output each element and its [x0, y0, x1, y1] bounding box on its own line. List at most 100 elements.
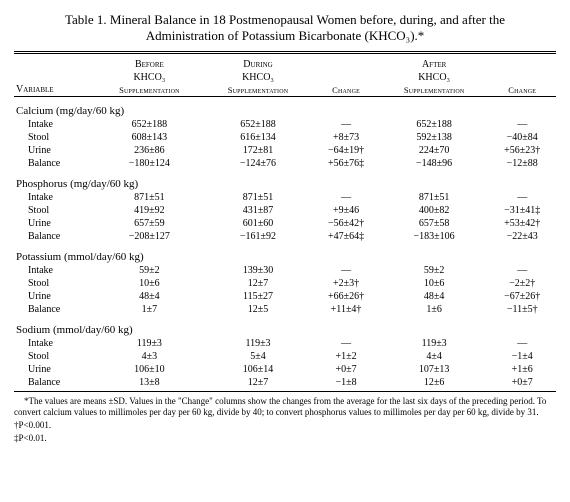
- cell-value: 59±2: [380, 264, 489, 277]
- cell-value: 106±14: [204, 363, 313, 376]
- cell-value: −64±19†: [312, 144, 380, 157]
- footnotes: *The values are means ±SD. Values in the…: [14, 396, 556, 445]
- table-row: Balance1±712±5+11±4†1±6−11±5†: [14, 303, 556, 316]
- row-label: Balance: [14, 157, 95, 170]
- footnote-main: *The values are means ±SD. Values in the…: [14, 396, 556, 419]
- cell-value: 652±188: [380, 118, 489, 131]
- table-row: Urine106±10106±14+0±7107±13+1±6: [14, 363, 556, 376]
- row-label: Balance: [14, 230, 95, 243]
- cell-value: 652±188: [204, 118, 313, 131]
- table-row: Intake871±51871±51—871±51—: [14, 191, 556, 204]
- table-row: Urine236±86172±81−64±19†224±70+56±23†: [14, 144, 556, 157]
- cell-value: 616±134: [204, 131, 313, 144]
- cell-value: 1±6: [380, 303, 489, 316]
- row-label: Stool: [14, 350, 95, 363]
- row-label: Stool: [14, 204, 95, 217]
- cell-value: +56±23†: [488, 144, 556, 157]
- cell-value: 419±92: [95, 204, 204, 217]
- cell-value: —: [488, 264, 556, 277]
- title-line-2: Administration of Potassium Bicarbonate …: [146, 28, 425, 43]
- cell-value: 119±3: [95, 337, 204, 350]
- header-variable: Variable: [14, 58, 95, 97]
- cell-value: 48±4: [380, 290, 489, 303]
- cell-value: 657±58: [380, 217, 489, 230]
- table-title: Table 1. Mineral Balance in 18 Postmenop…: [14, 12, 556, 45]
- cell-value: 601±60: [204, 217, 313, 230]
- row-label: Urine: [14, 290, 95, 303]
- cell-value: 107±13: [380, 363, 489, 376]
- table-row: Balance−208±127−161±92+47±64‡−183±106−22…: [14, 230, 556, 243]
- cell-value: 431±87: [204, 204, 313, 217]
- cell-value: —: [312, 118, 380, 131]
- cell-value: 4±3: [95, 350, 204, 363]
- title-line-1: Table 1. Mineral Balance in 18 Postmenop…: [65, 12, 505, 27]
- rule-top-double: [14, 51, 556, 54]
- cell-value: −1±4: [488, 350, 556, 363]
- cell-value: 871±51: [380, 191, 489, 204]
- cell-value: +1±2: [312, 350, 380, 363]
- cell-value: 119±3: [380, 337, 489, 350]
- cell-value: —: [488, 118, 556, 131]
- table-row: Intake652±188652±188—652±188—: [14, 118, 556, 131]
- table-row: Balance−180±124−124±76+56±76‡−148±96−12±…: [14, 157, 556, 170]
- cell-value: 115±27: [204, 290, 313, 303]
- header-before-2: KHCO₃: [95, 71, 204, 84]
- cell-value: +56±76‡: [312, 157, 380, 170]
- header-during-2: KHCO₃: [204, 71, 313, 84]
- cell-value: —: [488, 337, 556, 350]
- cell-value: 13±8: [95, 376, 204, 389]
- cell-value: 12±5: [204, 303, 313, 316]
- cell-value: −31±41‡: [488, 204, 556, 217]
- cell-value: +1±6: [488, 363, 556, 376]
- cell-value: −161±92: [204, 230, 313, 243]
- header-before-1: Before: [95, 58, 204, 71]
- cell-value: 10±6: [380, 277, 489, 290]
- cell-value: −11±5†: [488, 303, 556, 316]
- cell-value: −22±43: [488, 230, 556, 243]
- cell-value: 12±7: [204, 277, 313, 290]
- cell-value: +0±7: [312, 363, 380, 376]
- cell-value: 5±4: [204, 350, 313, 363]
- header-during-1: During: [204, 58, 313, 71]
- cell-value: 106±10: [95, 363, 204, 376]
- cell-value: −148±96: [380, 157, 489, 170]
- section-label: Calcium (mg/day/60 kg): [14, 96, 556, 118]
- cell-value: −180±124: [95, 157, 204, 170]
- section-label: Phosphorus (mg/day/60 kg): [14, 170, 556, 191]
- footnote-ddagger: ‡P<0.01.: [14, 433, 556, 444]
- row-label: Intake: [14, 264, 95, 277]
- cell-value: 59±2: [95, 264, 204, 277]
- cell-value: 871±51: [95, 191, 204, 204]
- cell-value: +47±64‡: [312, 230, 380, 243]
- cell-value: 139±30: [204, 264, 313, 277]
- cell-value: −208±127: [95, 230, 204, 243]
- cell-value: 119±3: [204, 337, 313, 350]
- data-table: Variable Before During After KHCO₃ KHCO₃…: [14, 58, 556, 389]
- cell-value: +0±7: [488, 376, 556, 389]
- row-label: Urine: [14, 217, 95, 230]
- cell-value: 592±138: [380, 131, 489, 144]
- cell-value: 4±4: [380, 350, 489, 363]
- cell-value: +9±46: [312, 204, 380, 217]
- table-row: Stool10±612±7+2±3†10±6−2±2†: [14, 277, 556, 290]
- section-label: Sodium (mmol/day/60 kg): [14, 316, 556, 337]
- cell-value: −12±88: [488, 157, 556, 170]
- cell-value: 1±7: [95, 303, 204, 316]
- cell-value: 48±4: [95, 290, 204, 303]
- cell-value: 400±82: [380, 204, 489, 217]
- table-row: Balance13±812±7−1±812±6+0±7: [14, 376, 556, 389]
- table-row: Intake59±2139±30—59±2—: [14, 264, 556, 277]
- cell-value: —: [312, 191, 380, 204]
- cell-value: 12±7: [204, 376, 313, 389]
- cell-value: −1±8: [312, 376, 380, 389]
- header-change-2: Change: [488, 84, 556, 97]
- cell-value: 224±70: [380, 144, 489, 157]
- cell-value: +2±3†: [312, 277, 380, 290]
- cell-value: 657±59: [95, 217, 204, 230]
- row-label: Stool: [14, 277, 95, 290]
- table-row: Stool4±35±4+1±24±4−1±4: [14, 350, 556, 363]
- cell-value: +53±42†: [488, 217, 556, 230]
- cell-value: 172±81: [204, 144, 313, 157]
- row-label: Urine: [14, 363, 95, 376]
- cell-value: −183±106: [380, 230, 489, 243]
